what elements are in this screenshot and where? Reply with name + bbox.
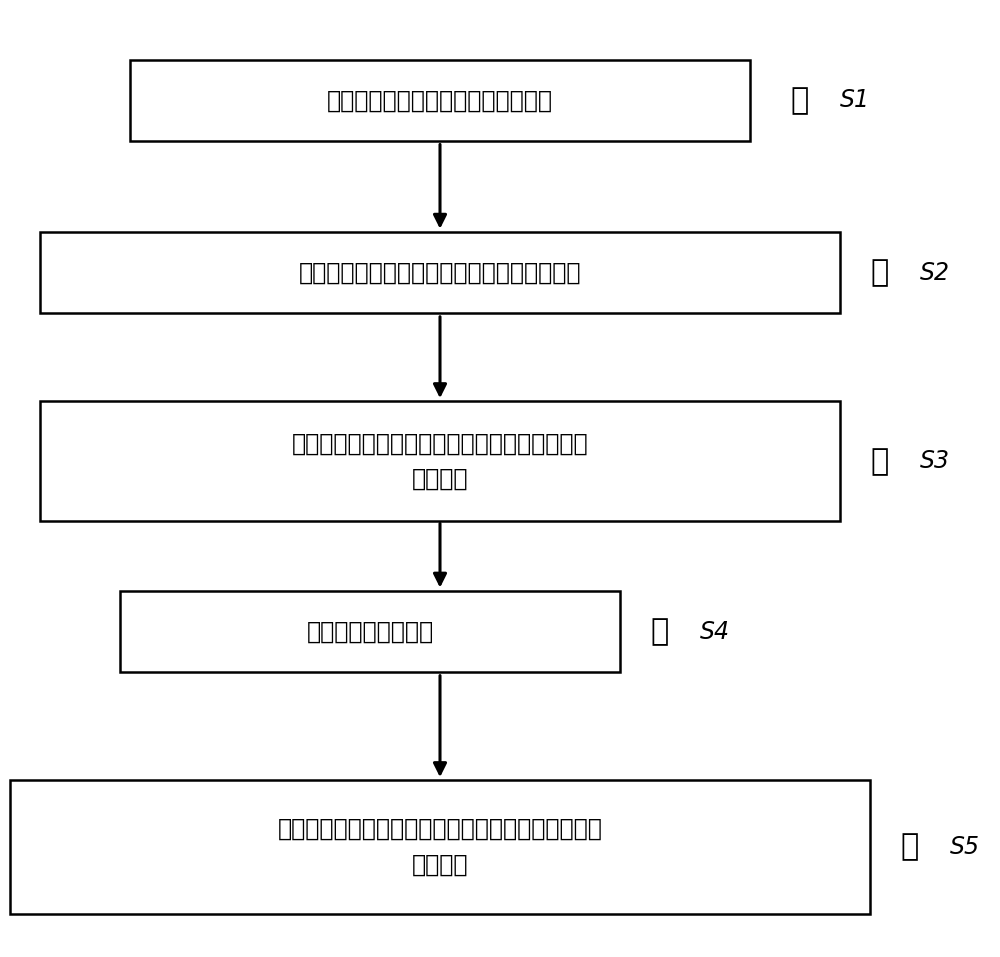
Bar <box>120 590 620 672</box>
Bar <box>130 59 750 141</box>
Text: ～: ～ <box>871 258 889 287</box>
Text: S5: S5 <box>950 835 980 859</box>
Bar <box>10 780 870 914</box>
Text: 吊舱推进电机动力学方程离散化处理: 吊舱推进电机动力学方程离散化处理 <box>327 88 553 113</box>
Text: ～: ～ <box>901 833 919 861</box>
Text: ～: ～ <box>871 447 889 476</box>
Text: S3: S3 <box>920 449 950 474</box>
Text: S2: S2 <box>920 260 950 285</box>
Text: 建立吊舱推进电机紧格式动态线性化数据模型: 建立吊舱推进电机紧格式动态线性化数据模型 <box>299 260 581 285</box>
Text: S1: S1 <box>840 88 870 113</box>
Text: ～: ～ <box>651 617 669 646</box>
Text: 设计扩张状态观测器: 设计扩张状态观测器 <box>306 619 434 644</box>
Text: 设计串联基于紧格式动态线性化的吊舱推进电机滑模
控制方法: 设计串联基于紧格式动态线性化的吊舱推进电机滑模 控制方法 <box>278 817 602 877</box>
Text: 设计基于紧格式动态线性化的吊舱推进电机滑模
控制方法: 设计基于紧格式动态线性化的吊舱推进电机滑模 控制方法 <box>292 432 588 491</box>
Text: S4: S4 <box>700 619 730 644</box>
Bar <box>40 232 840 313</box>
Text: ～: ～ <box>791 86 809 115</box>
Bar <box>40 402 840 521</box>
